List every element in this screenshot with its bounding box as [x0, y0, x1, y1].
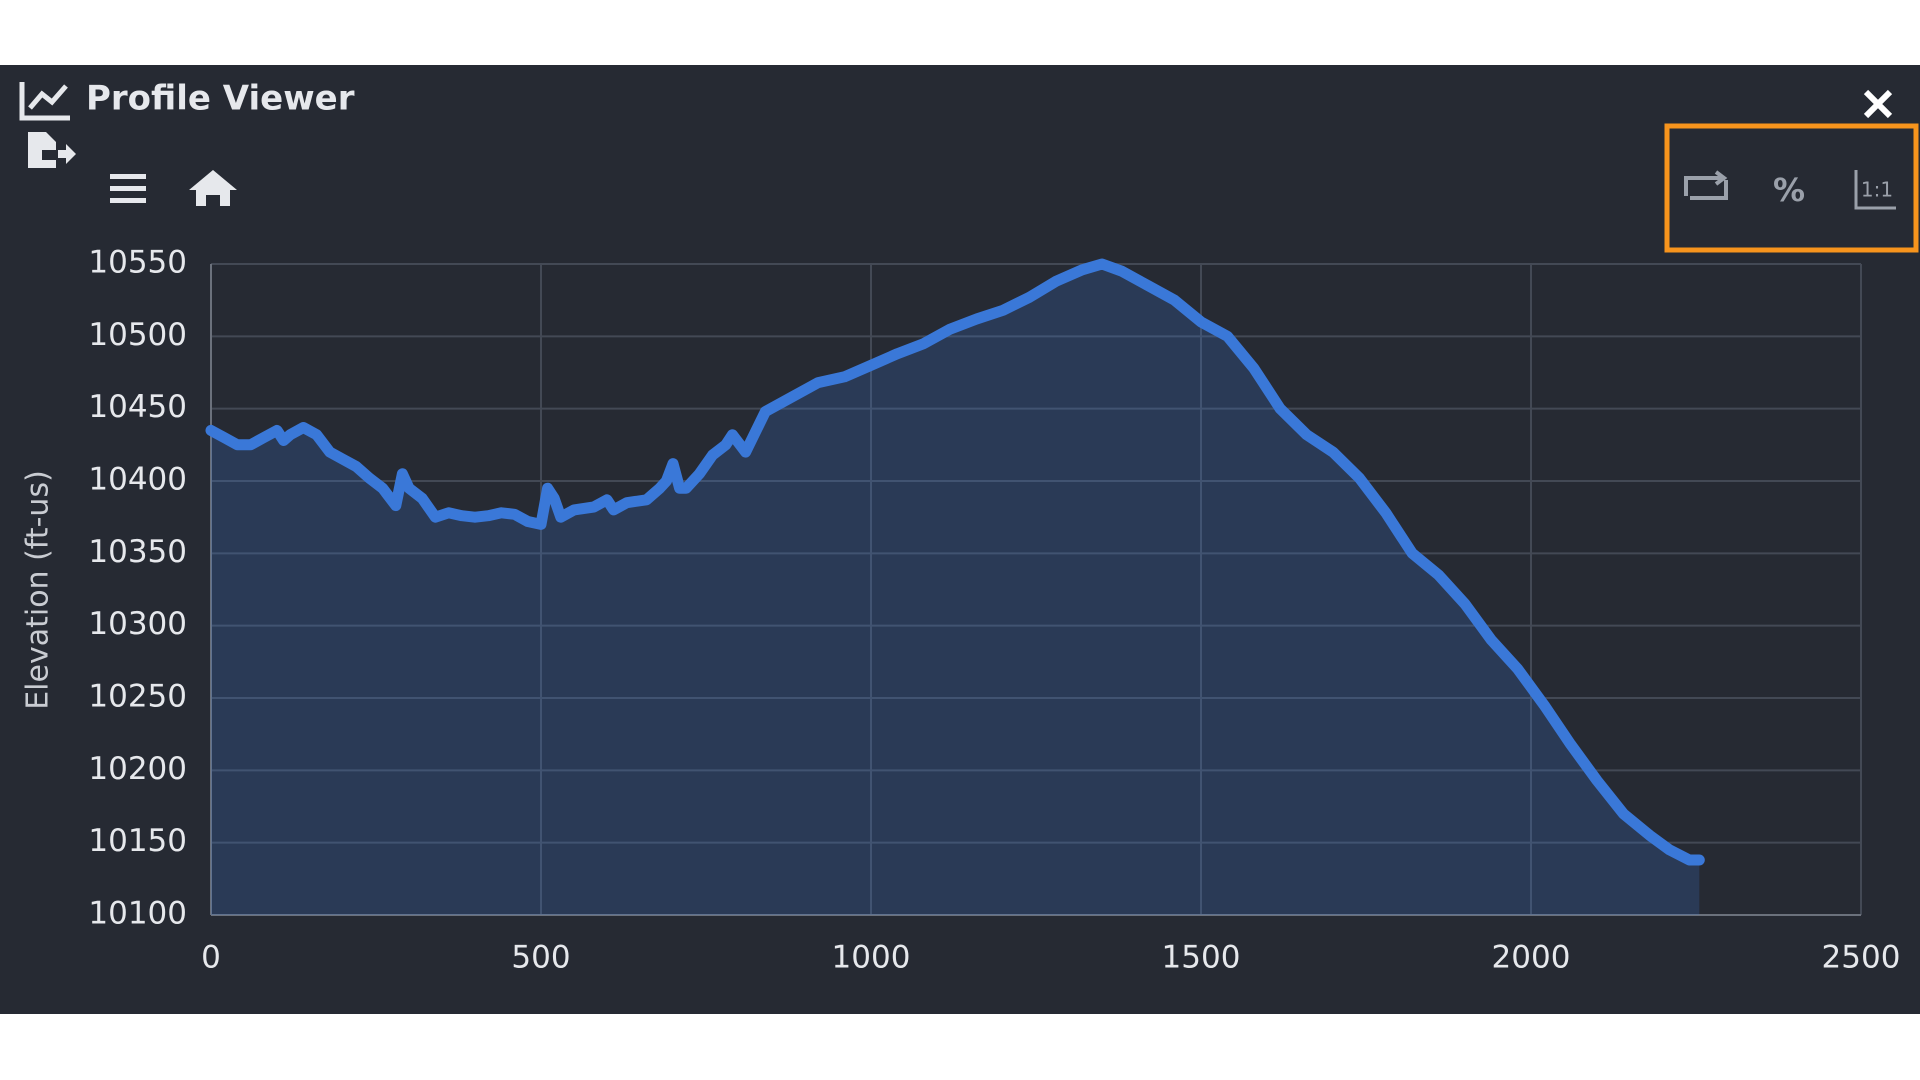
y-tick-label: 10450 [88, 389, 187, 425]
y-tick-label: 10200 [88, 751, 187, 787]
y-tick-label: 10400 [88, 462, 187, 498]
profile-line [205, 258, 1705, 866]
highlight-box [1664, 123, 1919, 253]
y-tick-label: 10550 [88, 245, 187, 281]
y-tick-label: 10350 [88, 534, 187, 570]
x-tick-label: 500 [511, 940, 570, 976]
y-tick-label: 10300 [88, 606, 187, 642]
y-tick-label: 10100 [88, 896, 187, 932]
window-title: Profile Viewer [86, 79, 355, 119]
y-tick-label: 10150 [88, 823, 187, 859]
x-tick-label: 2000 [1492, 940, 1571, 976]
area-fill [211, 264, 1700, 915]
x-tick-label: 1500 [1162, 940, 1241, 976]
percent-button[interactable]: % [1773, 171, 1805, 209]
aspect-button[interactable]: 1:1 [1854, 170, 1896, 210]
y-axis-label: Elevation (ft-us) [21, 470, 56, 710]
swap-axes-button[interactable] [1684, 170, 1728, 200]
title-icon [19, 82, 70, 121]
x-tick-label: 1000 [832, 940, 911, 976]
panel [0, 65, 1920, 1014]
export-button[interactable] [28, 132, 76, 168]
close-button[interactable] [1863, 89, 1893, 119]
menu-button[interactable] [110, 174, 146, 203]
y-tick-label: 10500 [88, 317, 187, 353]
x-tick-label: 0 [201, 940, 221, 976]
y-tick-label: 10250 [88, 679, 187, 715]
svg-text:1:1: 1:1 [1861, 178, 1893, 202]
home-button[interactable] [189, 170, 237, 206]
x-tick-label: 2500 [1822, 940, 1901, 976]
